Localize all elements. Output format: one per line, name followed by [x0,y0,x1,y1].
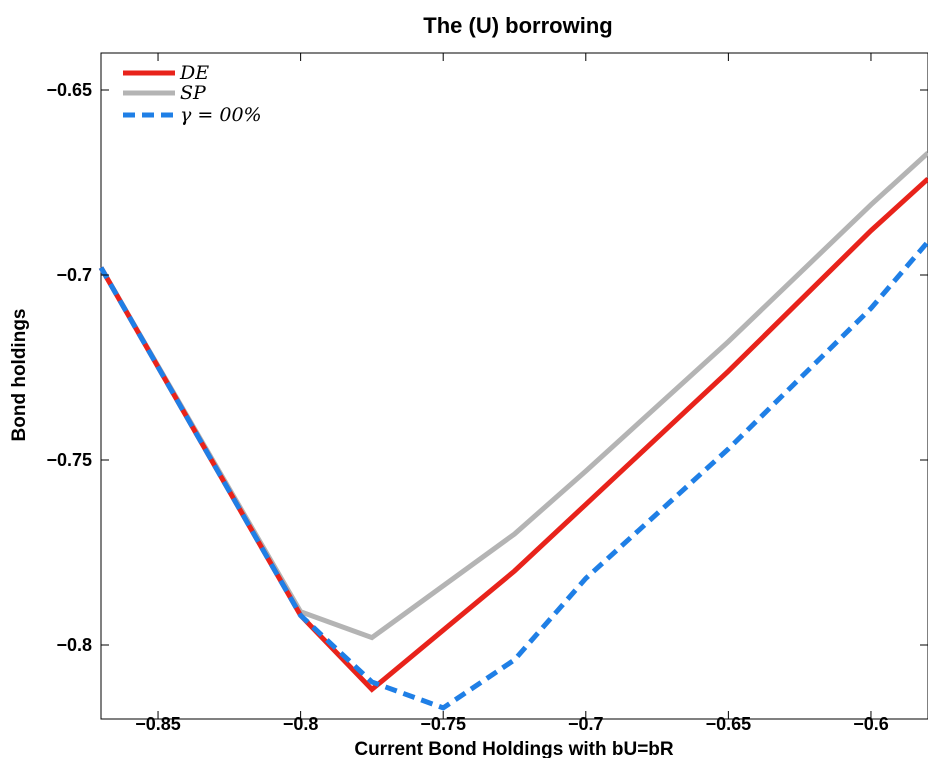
series-line-1 [98,151,928,641]
chart-title: The (U) borrowing [423,13,612,38]
x-tick-label: −0.6 [853,714,889,734]
series-layer [98,151,928,711]
x-tick-label: −0.65 [706,714,752,734]
y-tick-label: −0.8 [56,635,92,655]
x-ticks: −0.85 −0.8 −0.75 −0.7 −0.65 −0.6 [135,53,889,734]
y-tick-label: −0.75 [46,450,92,470]
legend-label-0: DE [179,62,209,84]
x-tick-label: −0.85 [135,714,181,734]
y-ticks: −0.65 −0.7 −0.75 −0.8 [46,80,928,655]
series-line-0 [98,176,928,693]
x-tick-label: −0.75 [420,714,466,734]
legend-label-2: γ = 00% [180,104,262,126]
legend-label-1: SP [180,82,207,104]
plot-frame [100,52,928,720]
series-line-2 [98,240,928,711]
x-tick-label: −0.8 [283,714,319,734]
x-axis-label: Current Bond Holdings with bU=bR [354,739,674,758]
y-axis-label: Bond holdings [9,309,30,442]
y-tick-label: −0.7 [56,265,92,285]
x-tick-label: −0.7 [568,714,604,734]
y-tick-label: −0.65 [46,80,92,100]
